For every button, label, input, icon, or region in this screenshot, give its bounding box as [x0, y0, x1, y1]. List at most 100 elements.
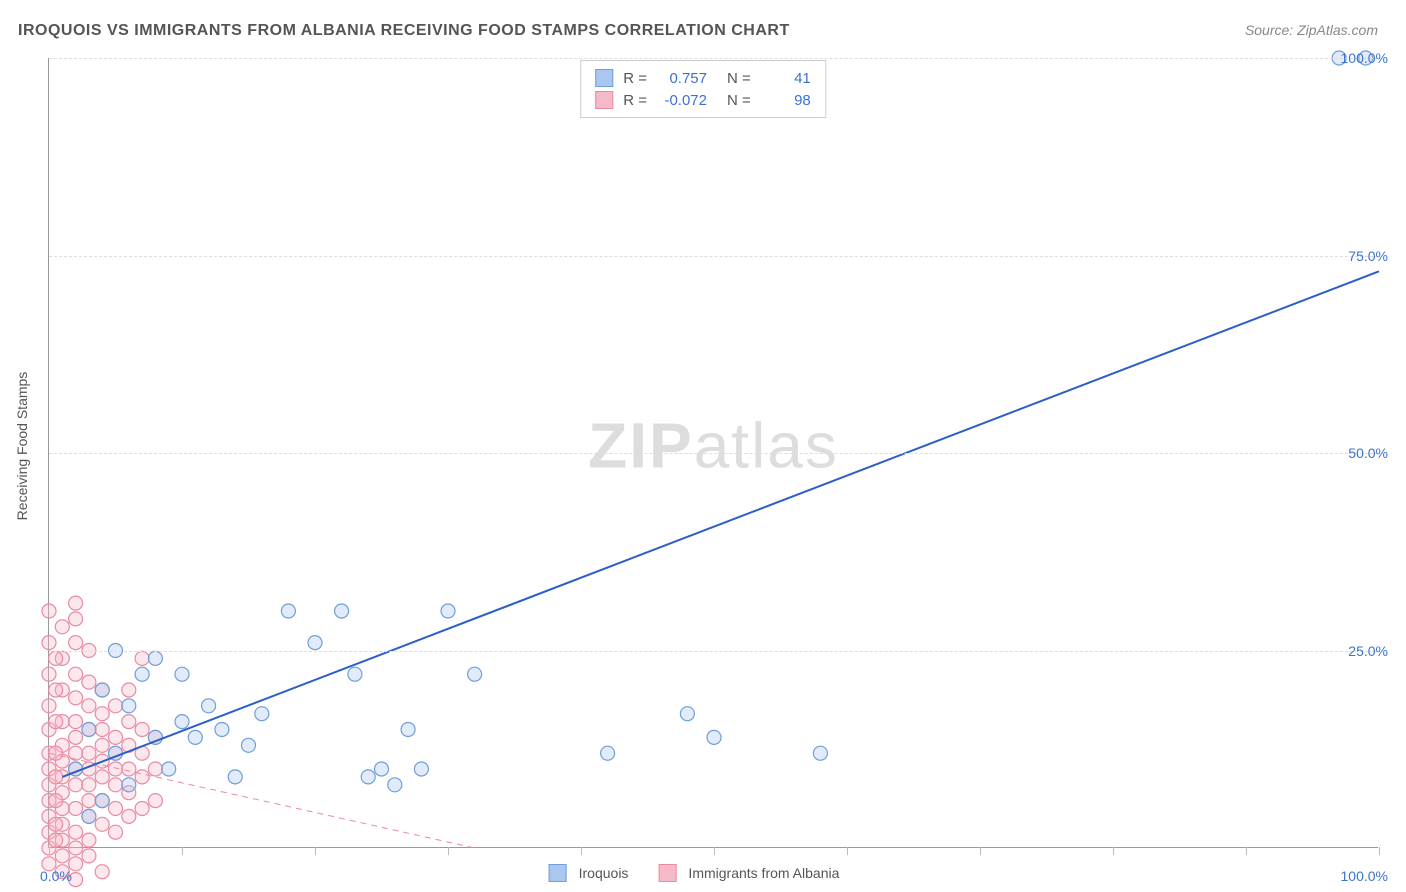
data-point: [335, 604, 349, 618]
legend-swatch: [549, 864, 567, 882]
data-point: [69, 730, 83, 744]
data-point: [109, 778, 123, 792]
data-point: [69, 596, 83, 610]
data-point: [109, 699, 123, 713]
x-tick: [1379, 847, 1380, 855]
data-point: [95, 865, 109, 879]
data-point: [813, 746, 827, 760]
n-label: N =: [727, 70, 751, 87]
data-point: [69, 841, 83, 855]
data-point: [441, 604, 455, 618]
data-point: [82, 723, 96, 737]
x-tick: [1113, 847, 1114, 855]
stats-legend: R = 0.757 N = 41 R =-0.072N =98: [580, 60, 826, 118]
data-point: [42, 636, 56, 650]
data-point: [162, 762, 176, 776]
data-point: [49, 651, 63, 665]
data-point: [49, 817, 63, 831]
data-point: [308, 636, 322, 650]
data-point: [69, 612, 83, 626]
x-max-label: 100.0%: [1341, 868, 1388, 884]
data-point: [82, 746, 96, 760]
data-point: [69, 636, 83, 650]
data-point: [202, 699, 216, 713]
legend-label: Iroquois: [579, 865, 629, 881]
data-point: [82, 699, 96, 713]
data-point: [348, 667, 362, 681]
stats-row: R =-0.072N =98: [595, 89, 811, 111]
plot-area: ZIPatlas: [48, 58, 1378, 848]
data-point: [69, 667, 83, 681]
data-point: [109, 825, 123, 839]
x-origin-label: 0.0%: [40, 868, 72, 884]
data-point: [388, 778, 402, 792]
data-point: [122, 809, 136, 823]
data-point: [148, 762, 162, 776]
data-point: [82, 809, 96, 823]
x-tick: [581, 847, 582, 855]
data-point: [242, 738, 256, 752]
data-point: [109, 730, 123, 744]
data-point: [228, 770, 242, 784]
data-point: [361, 770, 375, 784]
data-point: [95, 723, 109, 737]
data-point: [55, 620, 69, 634]
data-point: [215, 723, 229, 737]
data-point: [281, 604, 295, 618]
data-point: [49, 715, 63, 729]
stats-row: R = 0.757 N = 41: [595, 67, 811, 89]
data-point: [375, 762, 389, 776]
y-tick-label: 50.0%: [1348, 445, 1388, 461]
data-point: [82, 849, 96, 863]
source-attribution: Source: ZipAtlas.com: [1245, 22, 1378, 38]
legend-swatch: [595, 91, 613, 109]
bottom-legend: IroquoisImmigrants from Albania: [549, 864, 858, 882]
data-point: [95, 794, 109, 808]
y-tick-label: 100.0%: [1341, 50, 1388, 66]
x-tick: [49, 847, 50, 855]
data-point: [680, 707, 694, 721]
n-label: N =: [727, 92, 751, 109]
data-point: [82, 794, 96, 808]
x-tick: [1246, 847, 1247, 855]
data-point: [135, 651, 149, 665]
data-point: [175, 667, 189, 681]
chart-title: IROQUOIS VS IMMIGRANTS FROM ALBANIA RECE…: [18, 22, 790, 40]
gridline: [49, 256, 1378, 257]
x-tick: [714, 847, 715, 855]
r-label: R =: [623, 70, 647, 87]
n-value: 41: [761, 70, 811, 87]
x-tick: [847, 847, 848, 855]
data-point: [82, 833, 96, 847]
data-point: [82, 778, 96, 792]
r-label: R =: [623, 92, 647, 109]
data-point: [148, 651, 162, 665]
data-point: [122, 715, 136, 729]
data-point: [109, 762, 123, 776]
y-axis-label: Receiving Food Stamps: [14, 372, 30, 521]
x-tick: [980, 847, 981, 855]
data-point: [82, 675, 96, 689]
data-point: [49, 833, 63, 847]
data-point: [49, 770, 63, 784]
data-point: [135, 667, 149, 681]
y-tick-label: 25.0%: [1348, 643, 1388, 659]
legend-swatch: [595, 69, 613, 87]
data-point: [414, 762, 428, 776]
data-point: [49, 683, 63, 697]
data-point: [69, 691, 83, 705]
data-point: [122, 762, 136, 776]
r-value: 0.757: [657, 70, 707, 87]
trend-line: [62, 271, 1379, 777]
gridline: [49, 453, 1378, 454]
data-point: [122, 778, 136, 792]
data-point: [188, 730, 202, 744]
data-point: [42, 604, 56, 618]
data-point: [601, 746, 615, 760]
data-point: [255, 707, 269, 721]
data-point: [49, 794, 63, 808]
data-point: [95, 738, 109, 752]
data-point: [95, 707, 109, 721]
data-point: [148, 794, 162, 808]
data-point: [69, 715, 83, 729]
